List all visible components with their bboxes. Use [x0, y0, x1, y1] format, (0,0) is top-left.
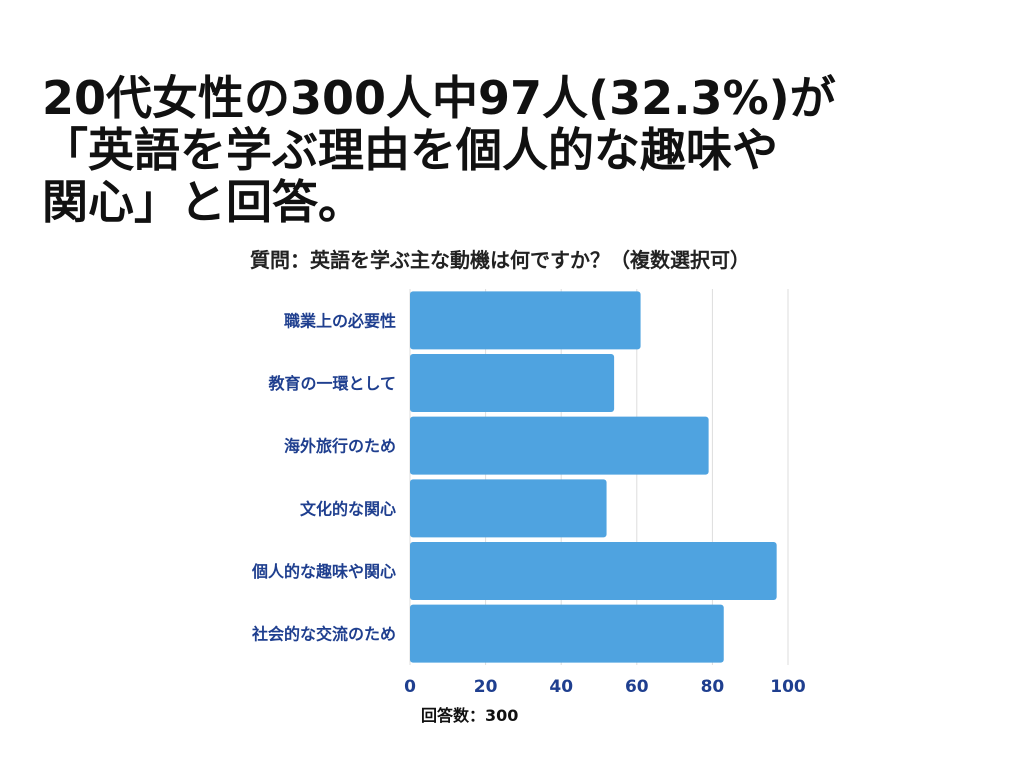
bar-1	[410, 354, 615, 412]
category-label: 文化的な関心	[300, 499, 396, 518]
category-labels: 職業上の必要性教育の一環として海外旅行のため文化的な関心個人的な趣味や関心社会的…	[251, 311, 396, 643]
x-tick-label: 0	[404, 677, 416, 697]
headline-line-1: 20代女性の300人中97人(32.3%)が	[42, 71, 836, 125]
bar-0	[410, 291, 641, 350]
x-tick-label: 20	[474, 677, 498, 697]
bar-5	[410, 604, 724, 663]
bar-3	[410, 479, 607, 538]
x-axis-label: 回答数：300	[421, 706, 518, 725]
category-label: 教育の一環として	[268, 374, 396, 393]
grid-lines	[409, 289, 789, 665]
chart-title: 質問：英語を学ぶ主な動機は何ですか？（複数選択可）	[250, 248, 750, 272]
bar-2	[410, 416, 709, 475]
x-axis-ticks: 0 20 40 60 80 100	[404, 677, 806, 697]
bars	[410, 291, 777, 663]
category-label: 社会的な交流のため	[251, 625, 396, 644]
x-tick-label: 80	[701, 677, 725, 697]
headline-line-2: 「英語を学ぶ理由を個人的な趣味や	[42, 123, 778, 177]
bar-4	[410, 542, 777, 600]
headline: 20代女性の300人中97人(32.3%)が 「英語を学ぶ理由を個人的な趣味や …	[42, 72, 942, 228]
category-label: 海外旅行のため	[284, 437, 396, 456]
x-tick-label: 60	[625, 677, 649, 697]
category-label: 職業上の必要性	[284, 311, 396, 330]
x-tick-label: 100	[770, 677, 806, 697]
x-tick-label: 40	[549, 677, 573, 697]
category-label: 個人的な趣味や関心	[251, 562, 396, 581]
headline-line-3: 関心」と回答。	[42, 175, 364, 229]
